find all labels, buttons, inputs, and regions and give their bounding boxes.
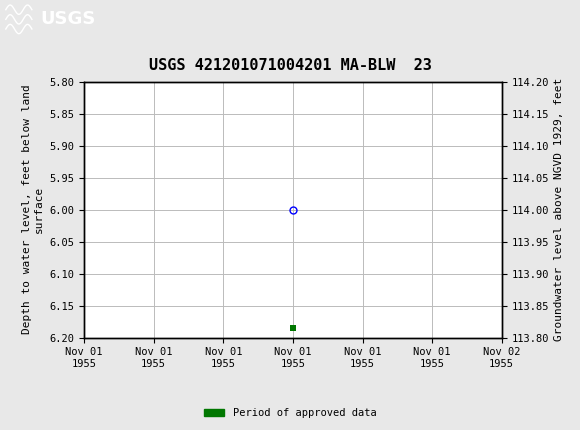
Text: USGS: USGS [41,10,96,28]
Y-axis label: Depth to water level, feet below land
surface: Depth to water level, feet below land su… [22,85,44,335]
Legend: Period of approved data: Period of approved data [200,404,380,423]
Text: USGS 421201071004201 MA-BLW  23: USGS 421201071004201 MA-BLW 23 [148,58,432,73]
Y-axis label: Groundwater level above NGVD 1929, feet: Groundwater level above NGVD 1929, feet [554,78,564,341]
